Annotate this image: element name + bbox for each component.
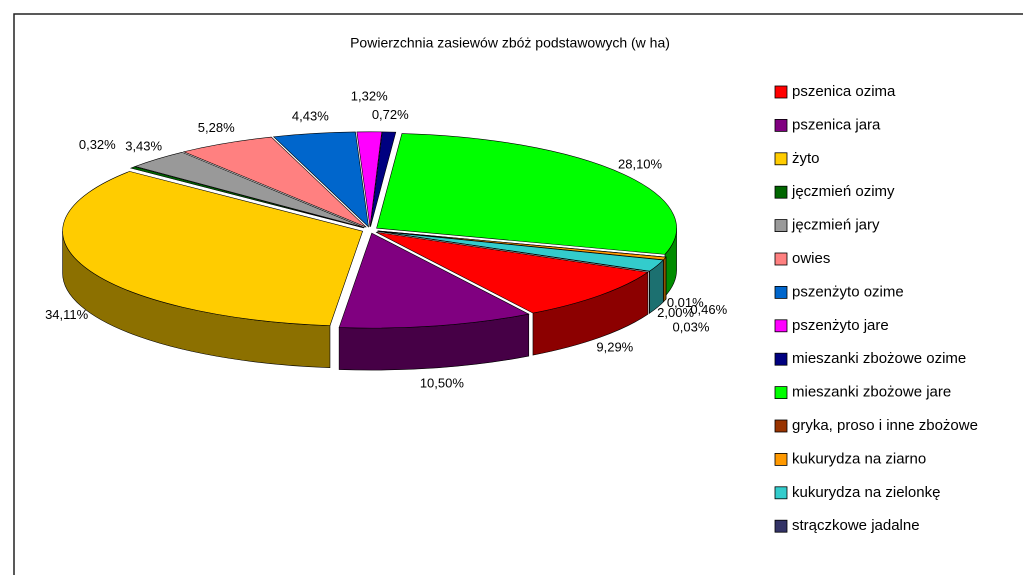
pie-slice (182, 136, 367, 228)
data-label: 0,03% (673, 319, 710, 334)
pie-slice (338, 232, 530, 329)
legend-swatch (774, 185, 788, 199)
legend-label: mieszanki zbożowe jare (792, 384, 951, 401)
pie-slice (129, 166, 364, 229)
legend-label: jęczmień jary (791, 217, 880, 234)
pie-slice (62, 171, 363, 326)
legend-label: żyto (792, 150, 820, 167)
legend-swatch (774, 419, 788, 433)
data-label: 34,11% (45, 307, 89, 322)
pie-slice (272, 131, 369, 228)
legend-swatch (774, 252, 788, 266)
data-label: 5,28% (198, 120, 235, 135)
legend-label: kukurydza na ziarno (792, 450, 926, 467)
data-label: 3,43% (125, 138, 162, 153)
pie-slice (377, 231, 651, 272)
pie-slice (356, 131, 383, 227)
legend-label: pszenżyto ozime (792, 283, 904, 300)
legend-swatch (774, 285, 788, 299)
legend-label: pszenica ozima (792, 83, 896, 100)
data-label: 10,50% (420, 375, 465, 390)
legend-label: owies (792, 250, 830, 267)
legend-label: jęczmień ozimy (791, 183, 895, 200)
data-label: 1,32% (351, 89, 388, 104)
legend-swatch (774, 452, 788, 466)
pie-slice (376, 133, 677, 255)
legend-label: pszenica jara (792, 116, 881, 133)
pie-side (663, 256, 667, 303)
chart-frame (13, 13, 1023, 575)
legend-label: kukurydza na zielonkę (792, 484, 940, 501)
legend-swatch (774, 352, 788, 366)
legend-swatch (774, 486, 788, 500)
pie-slice (375, 231, 649, 314)
legend-swatch (774, 119, 788, 132)
data-label: 4,43% (292, 109, 329, 124)
data-label: 0,46% (690, 302, 727, 317)
legend-swatch (774, 85, 788, 99)
data-label: 28,10% (618, 156, 663, 171)
data-label: 0,01% (667, 295, 704, 310)
legend-swatch (774, 519, 788, 533)
data-label: 2,00% (657, 305, 694, 320)
data-label: 0,32% (79, 137, 116, 152)
legend-label: strączkowe jadalne (792, 517, 920, 534)
legend-swatch (774, 219, 788, 233)
legend-label: pszenżyto jare (792, 317, 889, 334)
legend-swatch (774, 152, 788, 166)
legend-label: gryka, proso i inne zbożowe (792, 417, 978, 434)
legend-swatch (774, 319, 788, 333)
chart-title: Powierzchnia zasiewów zbóż podstawowych … (350, 35, 670, 51)
data-label: 0,72% (372, 107, 409, 122)
data-label: 9,29% (596, 340, 633, 355)
legend-label: mieszanki zbożowe ozime (792, 350, 966, 367)
legend-swatch (774, 386, 788, 400)
pie-slice (134, 151, 365, 228)
pie-slice (370, 131, 397, 227)
